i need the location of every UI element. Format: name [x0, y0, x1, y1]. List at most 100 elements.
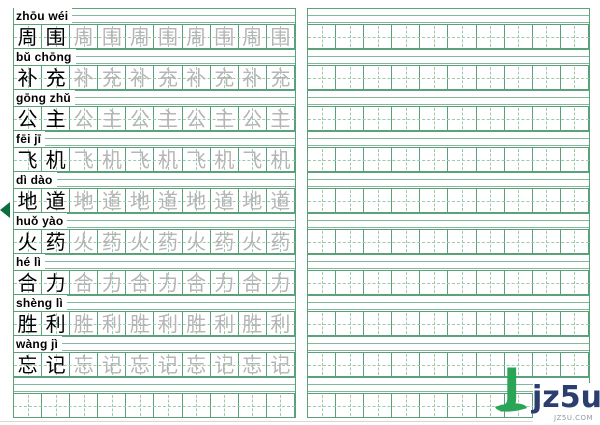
grid-cell — [364, 230, 393, 253]
grid-cell: 道 — [98, 189, 127, 212]
pinyin-rule-line — [308, 220, 589, 221]
pinyin-ruling — [308, 172, 589, 188]
trace-character: 力 — [101, 270, 122, 295]
grid-cell — [70, 394, 99, 417]
pinyin-rule-line — [308, 302, 589, 303]
trace-character: 飞 — [73, 147, 94, 172]
pinyin-rule-line — [308, 186, 589, 187]
pinyin-rule-line — [308, 179, 589, 180]
pinyin-rule-line — [308, 350, 589, 351]
grid-cell: 道 — [42, 189, 71, 212]
pinyin-label: dì dào — [14, 172, 57, 188]
grid-cell — [420, 394, 449, 417]
pinyin-rule-line — [308, 56, 589, 57]
grid-cell: 充 — [42, 65, 71, 90]
grid-cell — [420, 312, 449, 335]
grid-cell: 利 — [211, 312, 239, 335]
pinyin-rule-line — [14, 15, 295, 16]
trace-character: 合 — [242, 270, 263, 295]
grid-cell — [336, 25, 365, 48]
example-character: 记 — [45, 352, 66, 377]
pinyin-ruling — [308, 90, 589, 106]
example-character: 充 — [45, 65, 66, 90]
example-character: 补 — [17, 65, 38, 90]
grid-cell — [533, 312, 561, 335]
grid-cell: 地 — [126, 189, 155, 212]
pinyin-label: fēi jī — [14, 131, 46, 147]
pinyin-rule-line — [308, 22, 589, 23]
grid-cell: 胜 — [126, 312, 155, 335]
pinyin-rule-line — [14, 336, 295, 337]
grid-cell — [533, 189, 561, 212]
pinyin-label: gōng zhǔ — [14, 90, 75, 106]
practice-row — [308, 172, 589, 213]
practice-row: shèng lì 胜利胜利胜利胜利胜利 — [14, 295, 295, 336]
pinyin-rule-line — [308, 97, 589, 98]
grid-cell — [505, 230, 533, 253]
trace-character: 补 — [186, 65, 207, 90]
grid-cell: 利 — [98, 312, 127, 335]
trace-character: 飞 — [129, 147, 150, 172]
pinyin-rule-line — [14, 138, 295, 139]
grid-cell — [211, 394, 239, 417]
grid-cell — [420, 66, 449, 89]
pinyin-rule-line — [14, 268, 295, 269]
grid-cell — [392, 107, 421, 130]
trace-character: 周 — [242, 24, 263, 49]
trace-character: 补 — [73, 65, 94, 90]
trace-character: 忘 — [242, 352, 263, 377]
grid-cell: 公 — [239, 107, 267, 130]
pinyin-label: shèng lì — [14, 295, 67, 311]
grid-cell — [561, 107, 589, 130]
practice-row — [308, 213, 589, 254]
grid-cell — [420, 148, 449, 171]
grid-cell — [267, 394, 295, 417]
grid-cell: 充 — [267, 66, 295, 89]
grid-cell: 机 — [211, 148, 239, 171]
example-character: 胜 — [17, 311, 38, 336]
grid-cell: 主 — [98, 107, 127, 130]
grid-cell-row: 地道地道地道地道地道 — [14, 188, 295, 213]
practice-row — [308, 8, 589, 49]
trace-character: 充 — [214, 65, 235, 90]
example-character: 合 — [17, 270, 38, 295]
pinyin-rule-line — [14, 56, 295, 57]
grid-cell — [420, 189, 449, 212]
trace-character: 机 — [101, 147, 122, 172]
pinyin-rule-line — [308, 172, 589, 173]
trace-character: 胜 — [73, 311, 94, 336]
pinyin-ruling — [308, 336, 589, 352]
grid-cell: 记 — [211, 353, 239, 376]
grid-cell: 补 — [183, 66, 211, 89]
pinyin-ruling — [308, 254, 589, 270]
pinyin-rule-line — [14, 186, 295, 187]
grid-cell: 记 — [42, 352, 71, 377]
pinyin-rule-line — [308, 8, 589, 9]
grid-cell: 药 — [98, 229, 127, 254]
grid-cell — [420, 353, 449, 376]
grid-cell — [336, 189, 365, 212]
grid-cell: 火 — [70, 230, 99, 253]
trace-character: 药 — [101, 229, 122, 254]
trace-character: 利 — [270, 311, 291, 336]
pinyin-rule-line — [14, 22, 295, 23]
grid-cell: 合 — [239, 271, 267, 294]
grid-cell — [477, 230, 505, 253]
pinyin-rule-line — [14, 261, 295, 262]
pinyin-rule-line — [308, 254, 589, 255]
grid-cell-row: 合力合力合力合力合力 — [14, 270, 295, 295]
trace-character: 利 — [214, 311, 235, 336]
example-character: 机 — [45, 147, 66, 172]
trace-character: 充 — [270, 65, 291, 90]
pinyin-ruling: dì dào — [14, 172, 295, 188]
trace-character: 机 — [214, 147, 235, 172]
logo-background — [533, 383, 600, 425]
grid-cell: 忘 — [239, 353, 267, 376]
grid-cell — [392, 312, 421, 335]
pinyin-rule-line — [308, 138, 589, 139]
grid-cell — [308, 189, 337, 212]
pinyin-label: zhōu wéi — [14, 8, 73, 24]
example-character: 公 — [17, 106, 38, 131]
grid-cell-row: 忘记忘记忘记忘记忘记 — [14, 352, 295, 377]
grid-cell: 补 — [126, 66, 155, 89]
